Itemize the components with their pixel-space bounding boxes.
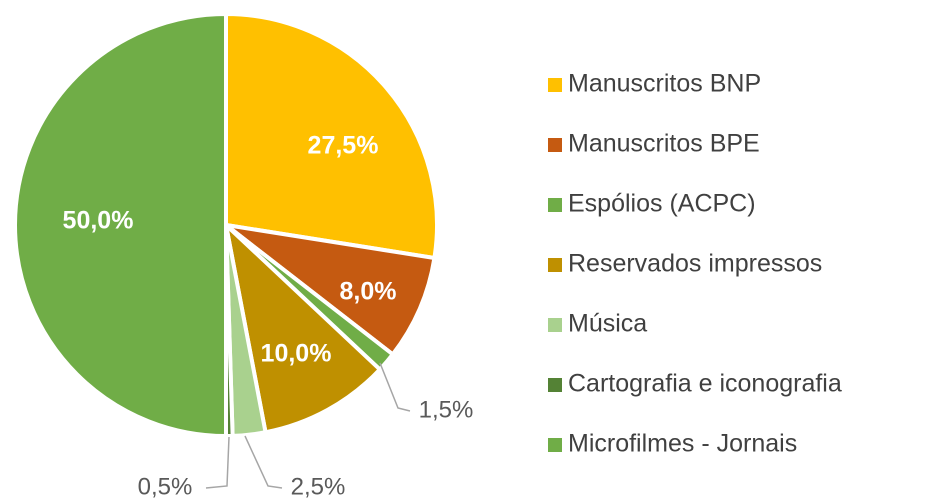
data-label: 0,5% [138, 473, 193, 500]
legend-label: Manuscritos BNP [568, 70, 761, 98]
legend-label: Música [568, 310, 647, 338]
pie-slice [224, 11, 439, 261]
legend-label: Manuscritos BPE [568, 130, 760, 158]
legend-label: Cartografia e iconografia [568, 370, 842, 398]
data-label: 50,0% [63, 207, 134, 235]
legend-swatch [548, 258, 562, 272]
legend-swatch [548, 378, 562, 392]
leader-line [379, 362, 411, 412]
legend-label: Microfilmes - Jornais [568, 430, 797, 458]
data-label: 10,0% [261, 340, 332, 368]
pie-slice [13, 11, 228, 439]
pie-slice [222, 219, 383, 435]
data-label: 2,5% [291, 473, 346, 500]
legend-label: Espólios (ACPC) [568, 190, 756, 218]
data-label: 27,5% [308, 132, 379, 160]
legend-label: Reservados impressos [568, 250, 822, 278]
legend-swatch [548, 438, 562, 452]
pie-slice [224, 223, 437, 358]
leader-line [205, 436, 230, 489]
legend-swatch [548, 318, 562, 332]
data-label: 8,0% [340, 278, 397, 306]
leader-line [244, 435, 283, 489]
legend-swatch [548, 138, 562, 152]
data-label: 1,5% [419, 396, 474, 423]
legend-swatch [548, 198, 562, 212]
legend-swatch [548, 78, 562, 92]
